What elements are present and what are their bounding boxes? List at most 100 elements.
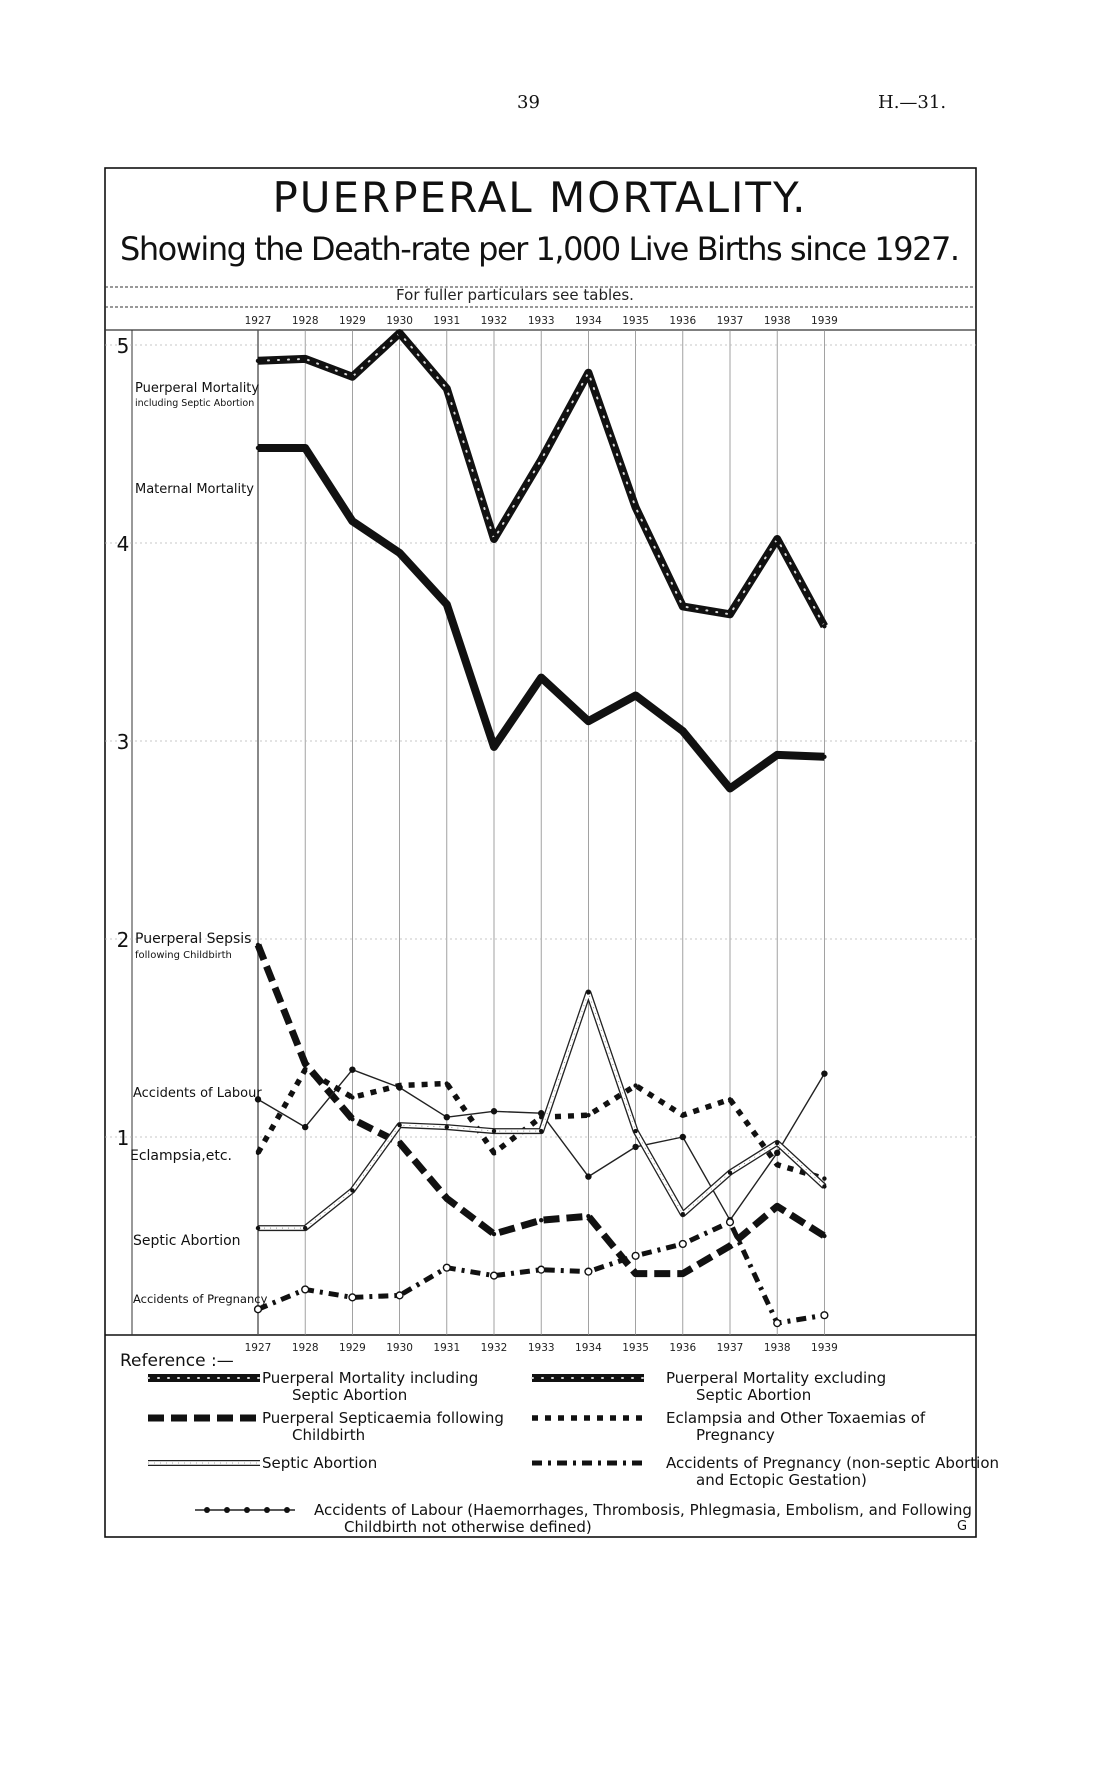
point-pregnancy-1930 xyxy=(395,1291,404,1300)
point-labour-1936 xyxy=(679,1133,686,1141)
point-eclampsia-1931 xyxy=(444,1081,449,1086)
point-maternal-1934 xyxy=(586,719,591,724)
point-sepsis-1937 xyxy=(727,1243,733,1249)
legend-text-puerperal_incl-1: Puerperal Mortality including xyxy=(262,1369,478,1387)
y-tick-1: 1 xyxy=(117,1126,130,1150)
point-maternal-1937 xyxy=(727,786,733,791)
point-labour-1931 xyxy=(443,1114,450,1121)
series-puerperal_incl xyxy=(255,329,828,629)
x-tick-top-1931: 1931 xyxy=(433,315,460,327)
legend-text-puerperal_incl-2: Septic Abortion xyxy=(292,1386,407,1404)
point-eclampsia-1937 xyxy=(727,1097,733,1102)
point-sepsis-1927 xyxy=(255,942,261,948)
point-septic-1935 xyxy=(633,1128,638,1134)
point-sepsis-1939 xyxy=(822,1233,827,1239)
point-sepsis-1935 xyxy=(633,1271,638,1276)
point-maternal-1935 xyxy=(633,693,638,698)
series-septic xyxy=(255,989,827,1232)
point-sepsis-1931 xyxy=(444,1196,449,1201)
x-tick-bottom-1928: 1928 xyxy=(292,1342,319,1354)
x-tick-top-1933: 1933 xyxy=(528,315,555,327)
point-septic-1933 xyxy=(539,1128,544,1134)
point-maternal-1928 xyxy=(303,445,308,451)
x-tick-top-1936: 1936 xyxy=(669,315,696,327)
y-tick-4: 4 xyxy=(117,532,130,556)
point-maternal-1929 xyxy=(350,519,355,524)
legend-text-labour-2: Childbirth not otherwise defined) xyxy=(344,1518,592,1536)
point-labour-1927 xyxy=(254,1096,262,1103)
x-tick-bottom-1930: 1930 xyxy=(386,1342,413,1354)
point-sepsis-1930 xyxy=(397,1140,402,1146)
point-pregnancy-1931 xyxy=(442,1263,451,1272)
legend-heading: Reference :— xyxy=(120,1351,234,1371)
point-pregnancy-1939 xyxy=(820,1311,829,1320)
chart-titles: PUERPERAL MORTALITY. Showing the Death-ra… xyxy=(120,173,960,304)
point-maternal-1933 xyxy=(539,675,544,680)
chart-series-labels: Puerperal Mortality including Septic Abor… xyxy=(130,381,268,1306)
point-septic-1927 xyxy=(255,1225,261,1231)
legend-text-pregnancy-2: and Ectopic Gestation) xyxy=(696,1471,867,1489)
point-eclampsia-1938 xyxy=(775,1162,780,1167)
point-eclampsia-1928 xyxy=(303,1067,308,1072)
point-labour-1939 xyxy=(821,1070,828,1077)
y-tick-3: 3 xyxy=(117,730,130,754)
point-sepsis-1938 xyxy=(775,1204,780,1209)
point-maternal-1927 xyxy=(255,445,261,451)
chart-legend: Reference :— Puerperal Mortality includin… xyxy=(120,1351,999,1536)
legend-text-sepsis-2: Childbirth xyxy=(292,1426,365,1444)
point-eclampsia-1939 xyxy=(822,1176,827,1181)
document-reference: H.—31. xyxy=(878,92,947,113)
point-eclampsia-1930 xyxy=(397,1083,402,1088)
x-tick-bottom-1931: 1931 xyxy=(433,1342,460,1354)
x-tick-bottom-1929: 1929 xyxy=(339,1342,366,1354)
point-sepsis-1929 xyxy=(350,1116,355,1122)
y-tick-2: 2 xyxy=(117,928,130,952)
label-puerperal-sepsis-sub: following Childbirth xyxy=(135,950,232,961)
chart-title: PUERPERAL MORTALITY. xyxy=(272,173,807,222)
x-tick-top-1928: 1928 xyxy=(292,315,319,327)
point-labour-1935 xyxy=(632,1143,639,1151)
chart-frame xyxy=(104,167,977,1538)
point-puerperal_incl-1933 xyxy=(539,457,544,463)
chart-series-lines xyxy=(253,329,829,1328)
series-maternal xyxy=(255,444,827,793)
point-maternal-1938 xyxy=(775,752,780,758)
x-tick-bottom-1927: 1927 xyxy=(245,1342,272,1354)
series-pregnancy xyxy=(253,1218,829,1328)
point-labour-1934 xyxy=(585,1173,592,1180)
legend-text-sepsis-1: Puerperal Septicaemia following xyxy=(262,1409,504,1427)
point-sepsis-1932 xyxy=(491,1231,497,1237)
label-accidents-of-pregnancy: Accidents of Pregnancy xyxy=(133,1292,268,1306)
x-tick-bottom-1937: 1937 xyxy=(717,1342,744,1354)
point-pregnancy-1933 xyxy=(537,1265,546,1274)
label-maternal-mortality: Maternal Mortality xyxy=(135,482,254,497)
point-pregnancy-1938 xyxy=(773,1319,782,1328)
point-septic-1936 xyxy=(680,1212,685,1217)
point-puerperal_incl-1935 xyxy=(633,505,638,510)
point-pregnancy-1936 xyxy=(678,1239,687,1249)
point-maternal-1930 xyxy=(397,550,402,556)
point-pregnancy-1928 xyxy=(301,1285,310,1294)
point-puerperal_incl-1936 xyxy=(680,604,685,609)
x-tick-top-1939: 1939 xyxy=(811,315,838,327)
point-eclampsia-1932 xyxy=(491,1150,497,1156)
legend-text-puerperal_excl-2: Septic Abortion xyxy=(696,1386,811,1404)
corner-mark: G xyxy=(957,1519,967,1534)
chart-subtitle: Showing the Death-rate per 1,000 Live Bi… xyxy=(120,230,960,268)
point-puerperal_incl-1928 xyxy=(303,356,308,362)
point-sepsis-1936 xyxy=(680,1271,685,1276)
label-eclampsia: Eclampsia,etc. xyxy=(130,1148,232,1164)
point-eclampsia-1933 xyxy=(539,1115,544,1120)
x-tick-bottom-1934: 1934 xyxy=(575,1342,602,1354)
point-puerperal_incl-1927 xyxy=(255,358,261,364)
x-tick-top-1927: 1927 xyxy=(245,315,272,327)
point-labour-1928 xyxy=(302,1123,309,1131)
x-tick-top-1934: 1934 xyxy=(575,315,602,327)
x-tick-top-1930: 1930 xyxy=(386,315,413,327)
label-puerperal-mortality: Puerperal Mortality xyxy=(135,381,259,396)
point-maternal-1936 xyxy=(680,728,685,734)
x-tick-top-1938: 1938 xyxy=(764,315,791,327)
point-eclampsia-1934 xyxy=(586,1113,591,1118)
x-tick-bottom-1938: 1938 xyxy=(764,1342,791,1354)
point-eclampsia-1929 xyxy=(350,1095,355,1100)
